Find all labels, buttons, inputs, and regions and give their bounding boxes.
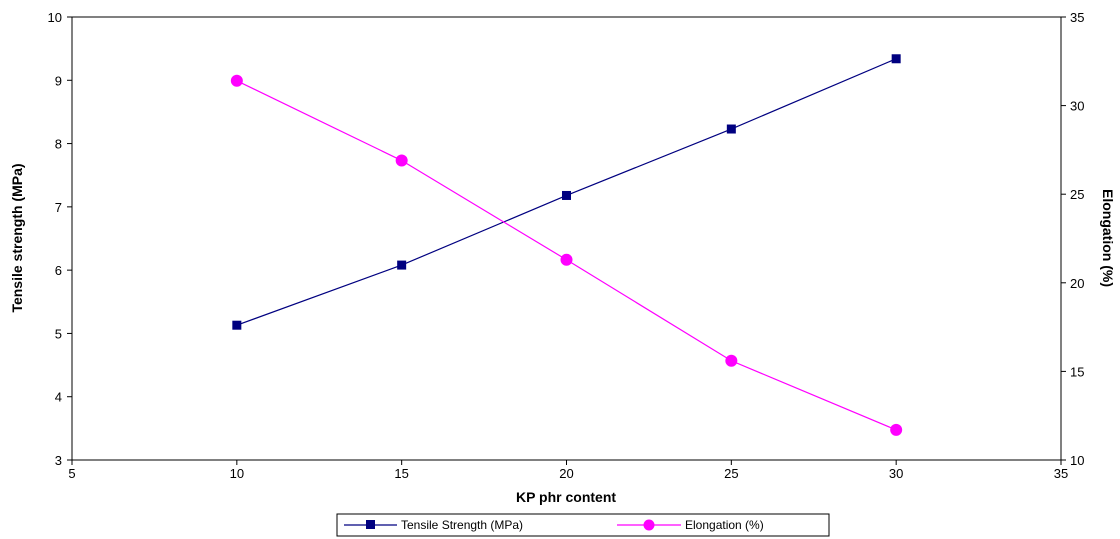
- y-right-tick-label: 10: [1070, 453, 1084, 468]
- y-left-tick-label: 8: [55, 137, 62, 152]
- series-layer: [230, 54, 903, 436]
- y-right-tick-label: 35: [1070, 10, 1084, 25]
- y-right-tick-label: 25: [1070, 187, 1084, 202]
- data-point-tensile: [397, 260, 407, 270]
- x-tick-label: 20: [559, 466, 573, 481]
- data-point-tensile: [726, 124, 736, 134]
- x-tick-label: 15: [394, 466, 408, 481]
- plot-frame: [71, 16, 1062, 461]
- data-point-elongation: [395, 154, 408, 167]
- x-tick-label: 5: [68, 466, 75, 481]
- x-tick-label: 10: [230, 466, 244, 481]
- data-point-tensile: [891, 54, 901, 64]
- x-axis-title: KP phr content: [516, 489, 616, 505]
- legend-label-elongation: Elongation (%): [685, 518, 764, 532]
- y-axis-right: 10 15 20 25 30 35: [1061, 10, 1084, 468]
- x-tick-label: 35: [1054, 466, 1068, 481]
- data-point-elongation: [560, 253, 573, 266]
- y-right-tick-label: 15: [1070, 364, 1084, 379]
- x-tick-label: 30: [889, 466, 903, 481]
- legend-box: [336, 513, 830, 537]
- y-left-tick-label: 6: [55, 263, 62, 278]
- data-point-elongation: [230, 74, 243, 87]
- legend-label-tensile: Tensile Strength (MPa): [401, 518, 523, 532]
- data-point-elongation: [725, 354, 738, 367]
- y-left-tick-label: 7: [55, 200, 62, 215]
- y-right-tick-label: 30: [1070, 99, 1084, 114]
- x-tick-label: 25: [724, 466, 738, 481]
- y-axis-right-title: Elongation (%): [1100, 189, 1116, 287]
- y-axis-left: 3 4 5 6 7 8 9 10: [48, 10, 72, 468]
- data-point-elongation: [890, 423, 903, 436]
- y-left-tick-label: 10: [48, 10, 62, 25]
- y-left-tick-label: 4: [55, 390, 62, 405]
- y-right-tick-label: 20: [1070, 276, 1084, 291]
- y-axis-left-title: Tensile strength (MPa): [9, 163, 25, 312]
- data-point-tensile: [562, 190, 571, 200]
- plot-area: [71, 16, 1062, 461]
- legend: Tensile Strength (MPa) Elongation (%): [336, 513, 830, 537]
- legend-marker-tensile: [366, 520, 375, 529]
- data-point-tensile: [232, 320, 242, 330]
- y-left-tick-label: 9: [55, 73, 62, 88]
- legend-marker-elongation: [643, 519, 655, 531]
- y-left-tick-label: 5: [55, 326, 62, 341]
- x-axis: 5 10 15 20 25 30 35: [68, 460, 1068, 481]
- y-left-tick-label: 3: [55, 453, 62, 468]
